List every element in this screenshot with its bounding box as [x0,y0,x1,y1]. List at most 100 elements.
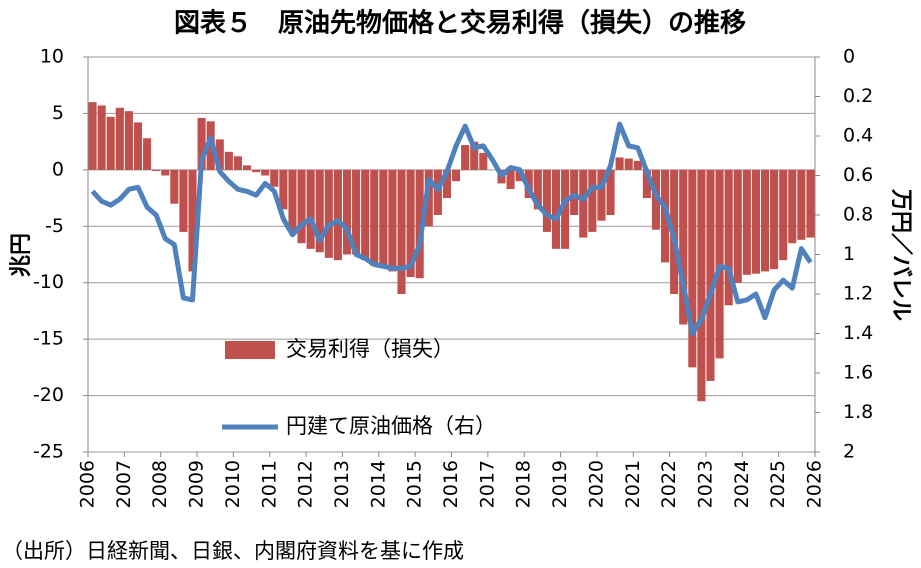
y-tick-label: -25 [33,441,64,463]
bar [760,169,770,272]
bar [697,169,706,402]
y2-tick-label: 0.2 [843,85,873,107]
bar [306,169,315,249]
bar [733,169,742,283]
bar [551,169,561,249]
bar [597,169,606,221]
bar [442,169,451,199]
x-tick-label: 2007 [113,460,135,508]
bar [342,169,352,255]
y2-axis-label: 万円／バレル [888,188,913,321]
legend-label: 交易利得（損失） [286,337,454,361]
bar [297,169,306,244]
bar [370,169,379,266]
x-tick-label: 2023 [694,460,716,508]
x-tick-label: 2025 [767,460,789,508]
bar [242,165,252,170]
x-tick-label: 2012 [295,460,317,508]
bar [806,169,815,238]
bar [161,169,170,176]
bar [588,169,597,232]
bar [688,169,697,368]
x-tick-label: 2006 [77,460,99,508]
bar [542,169,551,232]
y-tick-label: 10 [40,46,64,68]
bar [270,169,279,187]
x-tick-label: 2014 [367,460,389,508]
bar [97,105,106,170]
legend-swatch [225,341,275,359]
bar [352,169,361,255]
bar [633,160,642,170]
x-tick-label: 2018 [513,460,535,508]
y-axis-label: 兆円 [9,233,34,277]
y-tick-label: -10 [33,271,64,293]
bar [506,169,515,190]
bar [642,169,651,199]
y2-tick-label: 1.6 [843,362,873,384]
y-tick-label: 0 [52,158,64,180]
x-tick-label: 2015 [404,460,426,508]
bar [152,169,161,171]
y2-tick-label: 0.6 [843,164,873,186]
bar [279,169,288,210]
y-tick-label: 5 [52,102,64,124]
bar [779,169,788,261]
bar [252,169,261,173]
bar [570,169,579,215]
bar [188,169,197,272]
y2-tick-label: 1 [843,243,855,265]
x-tick-label: 2021 [622,460,644,508]
bar [388,169,397,272]
bar [233,156,242,170]
bar [461,145,470,170]
bar [324,169,333,258]
x-tick-label: 2008 [149,460,171,508]
bar [788,169,797,244]
bar [397,169,406,294]
bar [215,139,224,170]
bar [124,111,133,170]
bar [315,169,324,253]
bar [624,158,633,170]
bar [133,122,143,170]
x-tick-label: 2022 [658,460,680,508]
bar [615,157,624,170]
bar [261,169,270,176]
y-tick-label: -15 [33,328,64,350]
bar [606,169,615,215]
x-tick-label: 2024 [731,460,753,508]
bar [452,169,461,182]
bar [797,169,806,240]
bar [651,169,661,230]
x-tick-label: 2016 [440,460,462,508]
bar [742,169,751,275]
bar [470,141,479,170]
bar [88,102,97,170]
bar [679,169,688,325]
x-tick-label: 2017 [476,460,498,508]
line [90,121,813,336]
bar [106,116,115,170]
bar [579,169,588,238]
source-note: （出所）日経新聞、日銀、内閣府資料を基に作成 [2,539,464,563]
bar [361,169,370,261]
y2-tick-label: 1.2 [843,283,873,305]
y-tick-label: -20 [33,384,64,406]
bar [751,169,760,274]
bar [479,152,488,170]
x-tick-label: 2020 [585,460,607,508]
x-tick-label: 2009 [186,460,208,508]
y2-tick-label: 0.4 [843,125,873,147]
bar [379,169,388,266]
bar [179,169,188,232]
bar [533,169,542,210]
y2-tick-label: 0.8 [843,204,873,226]
y2-tick-label: 0 [843,46,855,68]
x-tick-label: 2010 [222,460,244,508]
bar [415,169,424,279]
bar [333,169,342,261]
legend-label: 円建て原油価格（右） [286,414,496,438]
x-tick-label: 2013 [331,460,353,508]
